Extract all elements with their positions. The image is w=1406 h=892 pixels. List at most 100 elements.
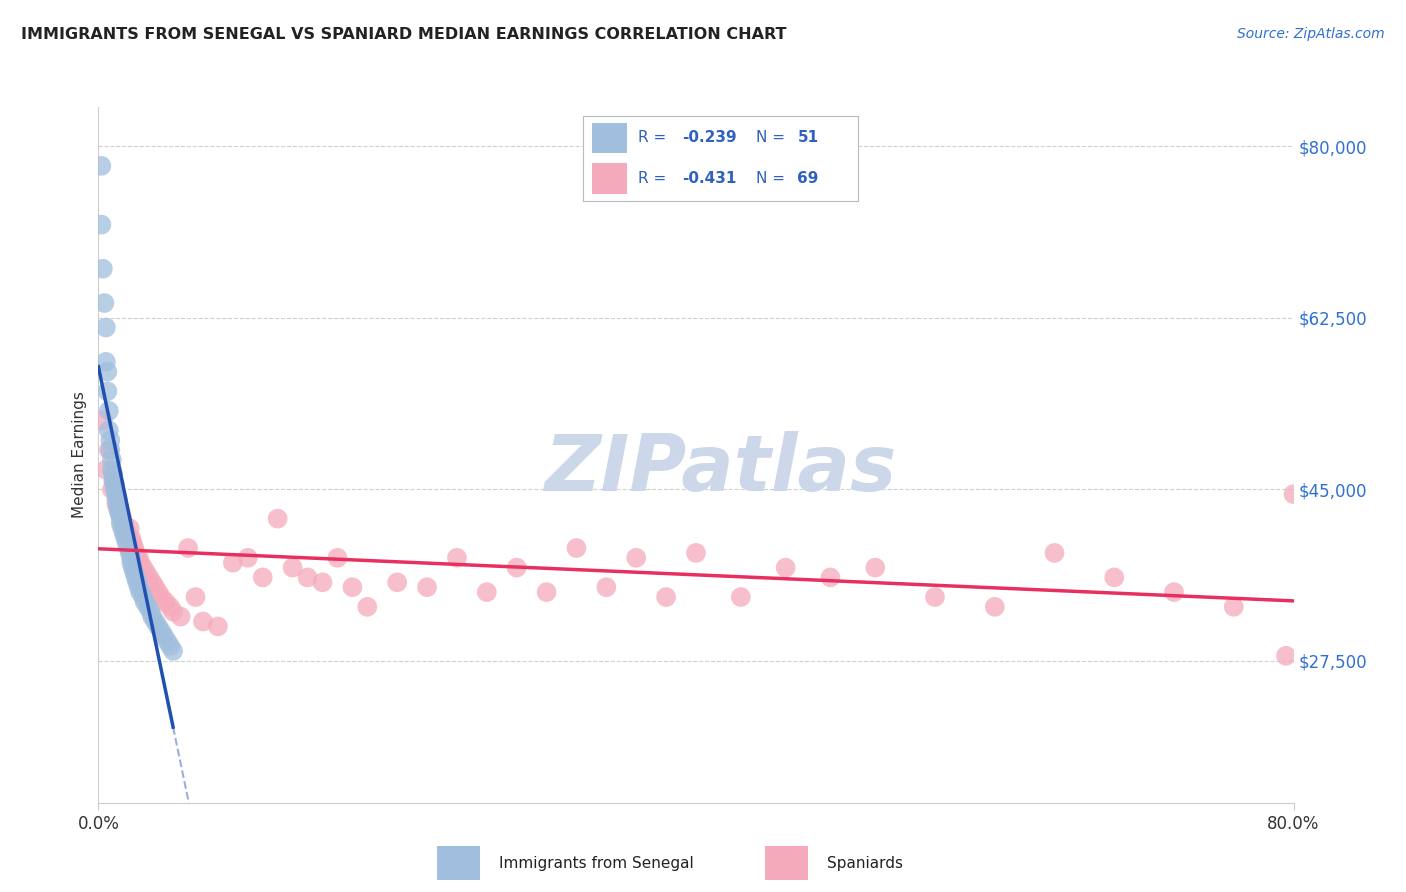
Point bbox=[118, 546, 141, 560]
Point bbox=[342, 580, 364, 594]
Point bbox=[865, 560, 887, 574]
Point bbox=[135, 566, 157, 580]
Point bbox=[90, 159, 112, 173]
Point bbox=[117, 541, 139, 555]
Point bbox=[143, 580, 166, 594]
Bar bbox=[592, 163, 627, 194]
Point bbox=[820, 570, 842, 584]
Point bbox=[685, 546, 707, 560]
Point bbox=[162, 644, 184, 658]
Point bbox=[326, 550, 349, 565]
Point bbox=[162, 605, 184, 619]
Point bbox=[159, 639, 181, 653]
Text: 51: 51 bbox=[797, 130, 818, 145]
Text: -0.239: -0.239 bbox=[682, 130, 737, 145]
Point bbox=[127, 575, 149, 590]
Point bbox=[90, 218, 112, 232]
Bar bbox=[765, 846, 808, 880]
Point bbox=[311, 575, 333, 590]
Text: ZIPatlas: ZIPatlas bbox=[544, 431, 896, 507]
Point bbox=[93, 296, 115, 310]
Point bbox=[120, 550, 142, 565]
Point bbox=[536, 585, 558, 599]
Text: N =: N = bbox=[756, 130, 790, 145]
Point bbox=[155, 595, 177, 609]
Point bbox=[110, 516, 132, 531]
Point bbox=[103, 475, 125, 489]
Y-axis label: Median Earnings: Median Earnings bbox=[72, 392, 87, 518]
Point bbox=[121, 560, 143, 574]
Point bbox=[112, 526, 135, 541]
Point bbox=[222, 556, 245, 570]
Point bbox=[132, 560, 155, 574]
Point bbox=[128, 550, 150, 565]
Point bbox=[385, 575, 409, 590]
Point bbox=[655, 590, 678, 604]
Point bbox=[281, 560, 304, 574]
Text: R =: R = bbox=[638, 171, 672, 186]
Point bbox=[120, 531, 142, 545]
Point bbox=[924, 590, 946, 604]
Text: Spaniards: Spaniards bbox=[827, 855, 903, 871]
Point bbox=[110, 507, 132, 521]
Point bbox=[143, 615, 166, 629]
Text: Source: ZipAtlas.com: Source: ZipAtlas.com bbox=[1237, 27, 1385, 41]
Point bbox=[150, 624, 173, 639]
Point bbox=[148, 585, 170, 599]
Text: N =: N = bbox=[756, 171, 790, 186]
Point bbox=[117, 531, 139, 545]
Point bbox=[103, 472, 125, 486]
Point bbox=[101, 452, 124, 467]
Point bbox=[207, 619, 229, 633]
Point bbox=[136, 599, 159, 614]
Point bbox=[446, 550, 468, 565]
Point bbox=[97, 424, 120, 438]
Point bbox=[115, 536, 138, 550]
Text: -0.431: -0.431 bbox=[682, 171, 737, 186]
Point bbox=[252, 570, 274, 584]
Point bbox=[139, 605, 162, 619]
Point bbox=[105, 497, 128, 511]
Point bbox=[94, 462, 117, 476]
Point bbox=[96, 365, 118, 379]
Point bbox=[107, 497, 129, 511]
Point bbox=[91, 261, 114, 276]
Bar bbox=[437, 846, 481, 880]
Point bbox=[1282, 487, 1305, 501]
Bar bbox=[592, 123, 627, 153]
Point bbox=[115, 526, 138, 541]
Point bbox=[97, 443, 120, 458]
Point bbox=[114, 521, 136, 535]
Point bbox=[159, 599, 181, 614]
Point bbox=[297, 570, 319, 584]
Point bbox=[118, 521, 141, 535]
Point bbox=[416, 580, 439, 594]
Point bbox=[267, 511, 290, 525]
Point bbox=[105, 487, 128, 501]
Point bbox=[112, 516, 135, 531]
Point bbox=[128, 580, 150, 594]
Text: IMMIGRANTS FROM SENEGAL VS SPANIARD MEDIAN EARNINGS CORRELATION CHART: IMMIGRANTS FROM SENEGAL VS SPANIARD MEDI… bbox=[21, 27, 786, 42]
Point bbox=[236, 550, 259, 565]
Point bbox=[94, 320, 117, 334]
Point bbox=[984, 599, 1007, 614]
Point bbox=[125, 570, 148, 584]
Point bbox=[129, 585, 152, 599]
Point bbox=[153, 629, 176, 643]
Point bbox=[101, 482, 124, 496]
Point bbox=[97, 404, 120, 418]
Point bbox=[138, 570, 160, 584]
Point bbox=[96, 384, 118, 399]
Point bbox=[105, 491, 128, 506]
Point bbox=[111, 511, 134, 525]
Point bbox=[132, 590, 155, 604]
Point bbox=[121, 536, 143, 550]
Point bbox=[124, 541, 146, 555]
Point bbox=[104, 482, 127, 496]
Point bbox=[1275, 648, 1298, 663]
Point bbox=[120, 556, 142, 570]
Point bbox=[1223, 599, 1246, 614]
Point bbox=[94, 355, 117, 369]
Point bbox=[775, 560, 797, 574]
Point bbox=[107, 491, 129, 506]
